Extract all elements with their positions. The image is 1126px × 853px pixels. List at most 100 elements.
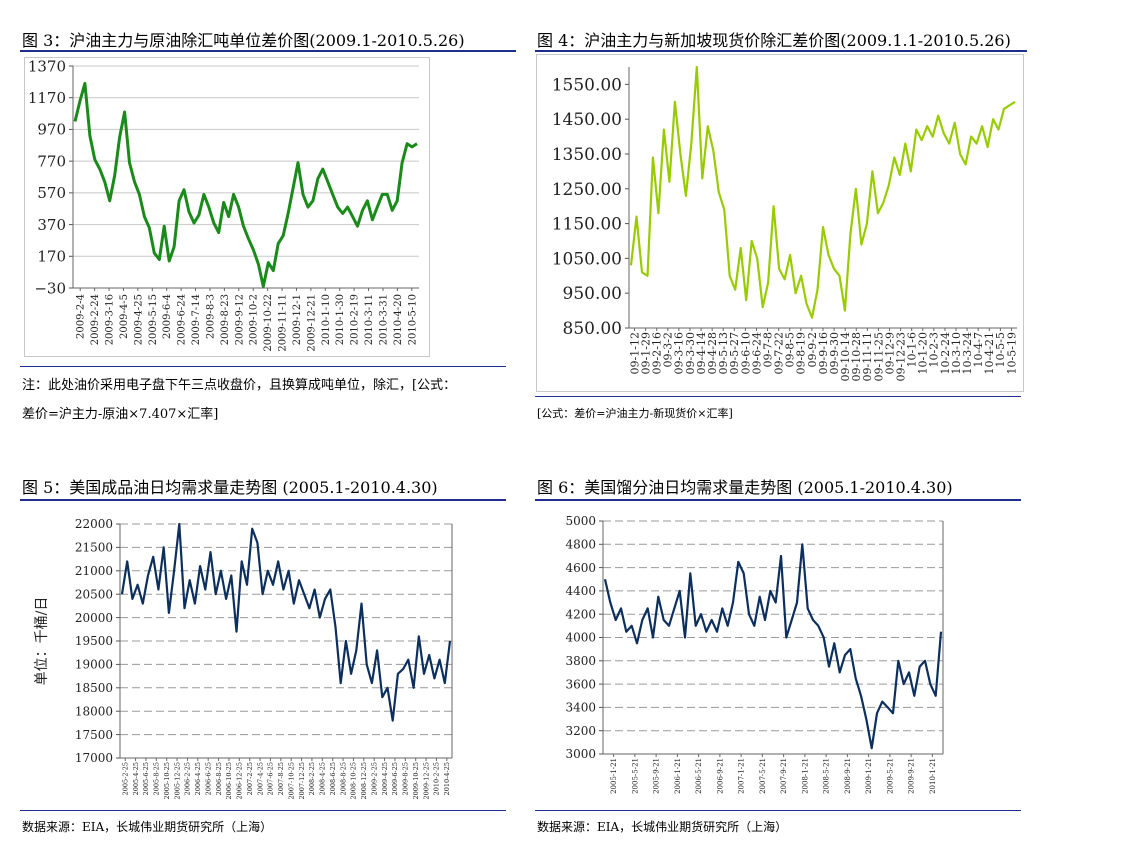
fig4-data-point [690, 143, 692, 145]
fig4-data-point [789, 254, 791, 256]
fig5-y-tick-label: 17500 [75, 728, 113, 742]
fig4-x-tick-label: 09-9-16 [817, 332, 830, 374]
fig3-x-tick-label: 2009-8-3 [205, 294, 216, 339]
fig3-x-tick-label: 2009-12-1 [292, 294, 303, 345]
fig6-data-point [801, 543, 803, 545]
fig6-data-point [764, 619, 766, 621]
fig3-data-point [163, 225, 165, 227]
fig5-data-point [407, 659, 409, 661]
fig4-data-point [981, 125, 983, 127]
fig5-series-line [120, 522, 452, 722]
fig4-x-tick-label: 09-5-13 [717, 332, 730, 374]
fig5-data-point [288, 570, 290, 572]
fig3-data-point [257, 263, 259, 265]
fig4-x-tick-label: 09-7-8 [761, 332, 774, 367]
fig3-data-point [401, 162, 403, 164]
fig6-data-point [769, 590, 771, 592]
fig5-x-tick-label: 2009-6-25 [391, 762, 399, 795]
fig6-y-tick-label: 3600 [565, 677, 596, 691]
fig6-data-point [817, 625, 819, 627]
fig4-data-point [685, 195, 687, 197]
fig6-data-point [844, 654, 846, 656]
fig5-x-tick-label: 2010-2-25 [433, 762, 441, 795]
fig5-data-point [241, 560, 243, 562]
fig6-data-point [785, 637, 787, 639]
fig3-data-point [178, 200, 180, 202]
fig3-data-point [287, 213, 289, 215]
fig4-data-point [849, 233, 851, 235]
fig4-data-point [866, 223, 868, 225]
fig4-x-tick-label: 10-4-7 [972, 332, 985, 367]
fig3-data-point [188, 211, 190, 213]
fig4-x-tick-label: 09-6-10 [739, 332, 752, 374]
fig3-data-point [342, 213, 344, 215]
fig3-data-point [228, 216, 230, 218]
fig6-data-point [759, 596, 761, 598]
fig6-data-point [743, 572, 745, 574]
fig5-data-point [126, 560, 128, 562]
fig3-data-point [94, 159, 96, 161]
fig6-data-point [615, 619, 617, 621]
fig5-data-point [215, 593, 217, 595]
fig4-x-tick-label: 09-6-24 [750, 332, 763, 374]
fig3-data-point [347, 206, 349, 208]
fig3-data-point [322, 168, 324, 170]
fig6-data-point [897, 660, 899, 662]
fig6-data-point [673, 607, 675, 609]
fig6-y-tick-label: 4800 [565, 538, 596, 552]
fig5-data-point [277, 560, 279, 562]
fig4-x-tick-label: 09-11-25 [872, 332, 885, 381]
fig5-data-point [147, 575, 149, 577]
fig5-data-point [204, 589, 206, 591]
fig6-x-tick-label: 2009-5-21 [886, 758, 894, 794]
fig6-x-tick-label: 2007-5-21 [759, 758, 767, 794]
fig4-data-point [987, 146, 989, 148]
fig5-y-tick-label: 20000 [75, 611, 113, 625]
fig3-x-tick-label: 2009-7-14 [191, 294, 202, 345]
fig3-data-point [302, 193, 304, 195]
fig6-x-tick-label: 2010-1-21 [929, 758, 937, 794]
fig4-x-tick-label: 10-5-19 [1005, 332, 1018, 374]
fig4-y-tick-label: 1450.00 [552, 110, 622, 130]
fig6-x-tick-label: 2008-9-21 [844, 758, 852, 794]
fig6-x-tick-label: 2006-5-21 [695, 758, 703, 794]
fig5-x-tick-label: 2007-12-25 [298, 762, 306, 799]
fig5-data-point [340, 682, 342, 684]
fig6-data-point [935, 695, 937, 697]
fig4-data-point [882, 202, 884, 204]
fig5-data-point [392, 720, 394, 722]
fig6-data-point [924, 660, 926, 662]
fig5-data-point [152, 556, 154, 558]
fig4-data-point [811, 317, 813, 319]
fig4-data-point [745, 299, 747, 301]
fig4-data-point [1003, 108, 1005, 110]
fig4-chart-frame: 1550.00 1450.00 1350.00 1250.00 1150.00 1050.… [536, 54, 1024, 392]
fig3-y-tick-label: 370 [37, 216, 66, 234]
fig4-data-point [630, 264, 632, 266]
fig3-data-point [183, 189, 185, 191]
fig6-x-tick-label: 2005-9-21 [653, 758, 661, 794]
fig4-data-point [795, 292, 797, 294]
fig5-data-point [371, 682, 373, 684]
fig6-data-point [700, 613, 702, 615]
fig5-x-tick-label: 2006-8-25 [215, 762, 223, 795]
fig4-x-tick-label: 09-5-27 [728, 332, 741, 374]
fig5-data-point [324, 598, 326, 600]
fig3-data-point [282, 235, 284, 237]
fig5-x-tick-label: 2005-6-25 [142, 762, 150, 795]
fig4-data-point [696, 66, 698, 68]
fig5-x-tick-label: 2009-4-25 [381, 762, 389, 795]
fig6-data-point [727, 625, 729, 627]
fig4-data-point [888, 184, 890, 186]
fig6-y-tick-label: 4000 [565, 631, 596, 645]
fig5-data-point [423, 673, 425, 675]
fig6-y-tick-label: 3200 [565, 724, 596, 738]
fig5-x-tick-label: 2005-2-25 [121, 762, 129, 795]
fig6-data-point [839, 671, 841, 673]
fig6-title-rule [535, 499, 1021, 501]
fig6-data-point [609, 602, 611, 604]
fig6-data-point [807, 607, 809, 609]
fig3-data-point [153, 252, 155, 254]
fig3-x-tick-label: 2009-4-5 [119, 294, 130, 339]
fig5-x-tick-label: 2005-12-25 [173, 762, 181, 799]
